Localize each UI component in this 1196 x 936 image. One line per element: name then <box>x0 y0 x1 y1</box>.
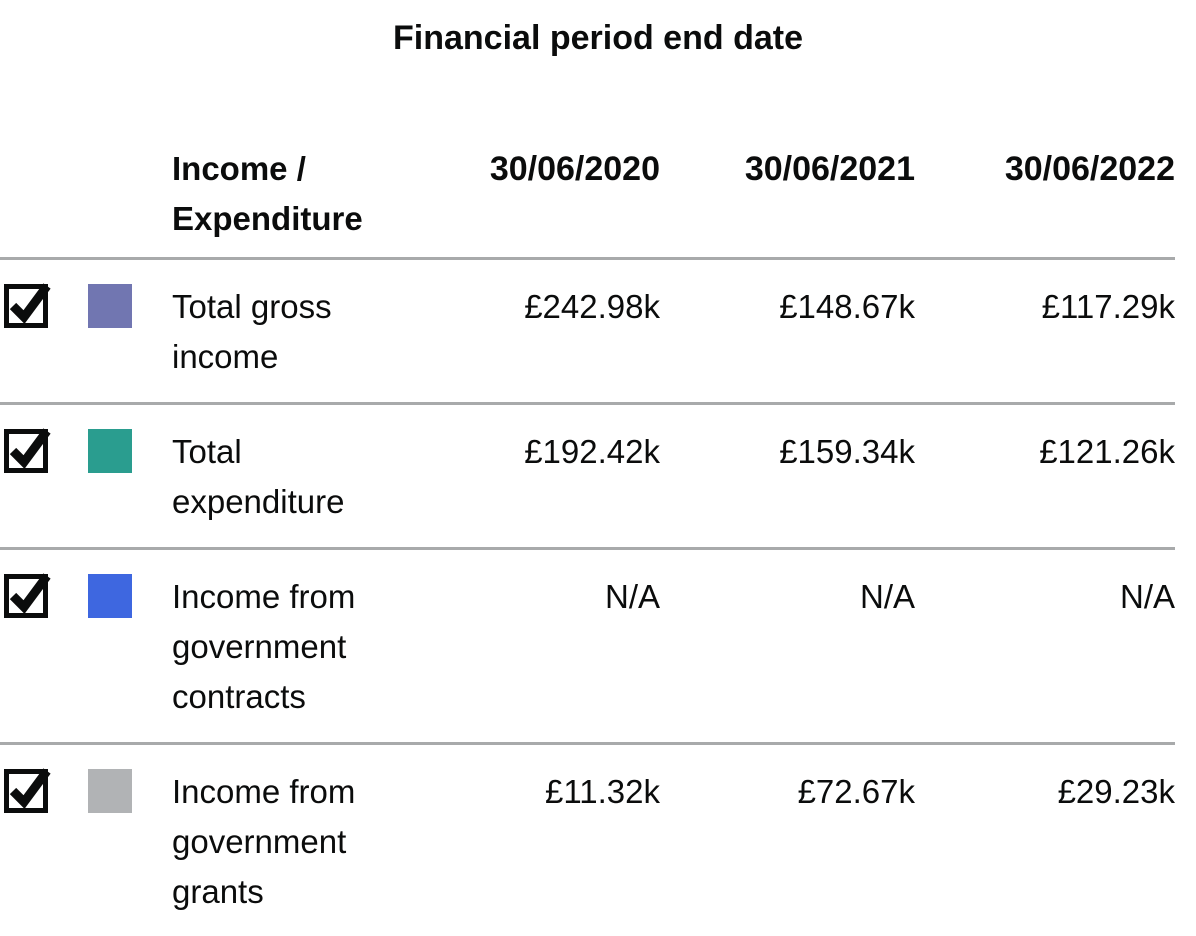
checkmark-icon <box>9 768 51 809</box>
checkmark-icon <box>9 428 51 469</box>
column-header-category: Income / Expenditure <box>172 150 363 237</box>
row-value-2021: N/A <box>859 578 915 615</box>
swatch-cell <box>88 427 172 473</box>
row-value-2021: £72.67k <box>797 773 915 810</box>
row-value-2021: £159.34k <box>779 433 915 470</box>
table-row-income-government-contracts: Income from government contracts N/A N/A… <box>0 547 1175 742</box>
series-color-swatch <box>88 284 132 328</box>
series-color-swatch <box>88 769 132 813</box>
table-header-row: Income / Expenditure 30/06/2020 30/06/20… <box>0 60 1175 257</box>
table-row-income-government-grants: Income from government grants £11.32k £7… <box>0 742 1175 936</box>
checkbox-cell <box>0 767 88 813</box>
row-value-2020: £242.98k <box>524 288 660 325</box>
column-header-date-2022: 30/06/2022 <box>1004 150 1175 188</box>
row-value-2022: £121.26k <box>1039 433 1175 470</box>
checkmark-icon <box>9 283 51 324</box>
row-label: Total gross income <box>172 288 332 375</box>
financial-data-table: Income / Expenditure 30/06/2020 30/06/20… <box>0 60 1196 936</box>
table-row-total-gross-income: Total gross income £242.98k £148.67k £11… <box>0 257 1175 402</box>
row-value-2021: £148.67k <box>779 288 915 325</box>
series-checkbox[interactable] <box>4 428 51 473</box>
row-label: Total expenditure <box>172 433 345 520</box>
swatch-cell <box>88 282 172 328</box>
table-row-total-expenditure: Total expenditure £192.42k £159.34k £121… <box>0 402 1175 547</box>
table-title: Financial period end date <box>393 19 803 57</box>
row-label: Income from government grants <box>172 773 356 910</box>
row-value-2022: £29.23k <box>1057 773 1175 810</box>
checkbox-cell <box>0 427 88 473</box>
row-label: Income from government contracts <box>172 578 356 715</box>
series-checkbox[interactable] <box>4 573 51 618</box>
row-value-2022: £117.29k <box>1041 288 1175 325</box>
row-value-2020: £192.42k <box>524 433 660 470</box>
column-header-date-2020: 30/06/2020 <box>489 150 660 188</box>
column-header-date-2021: 30/06/2021 <box>744 150 915 188</box>
swatch-cell <box>88 572 172 618</box>
row-value-2020: N/A <box>604 578 660 615</box>
row-value-2022: N/A <box>1119 578 1175 615</box>
row-value-2020: £11.32k <box>545 773 660 810</box>
series-color-swatch <box>88 574 132 618</box>
series-color-swatch <box>88 429 132 473</box>
series-checkbox[interactable] <box>4 283 51 328</box>
checkbox-cell <box>0 282 88 328</box>
swatch-cell <box>88 767 172 813</box>
table-body: Total gross income £242.98k £148.67k £11… <box>0 257 1175 936</box>
series-checkbox[interactable] <box>4 768 51 813</box>
checkbox-cell <box>0 572 88 618</box>
checkmark-icon <box>9 573 51 614</box>
